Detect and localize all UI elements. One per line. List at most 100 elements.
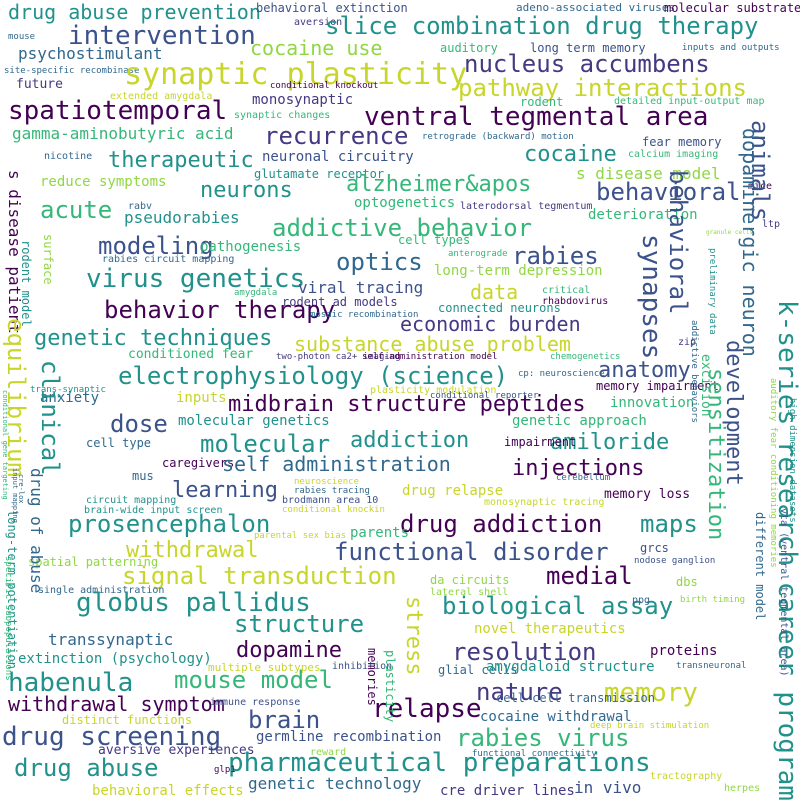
word: cre-lox [17, 474, 25, 504]
word: parents [350, 525, 410, 541]
word: conditional knockin [282, 505, 385, 515]
word: self administration [222, 452, 451, 476]
word: germline recombination [256, 729, 442, 745]
word: neuroscience [294, 477, 360, 487]
word: drug screening [2, 722, 222, 752]
word: lateral shell [430, 587, 509, 598]
word: specific subpopulations [3, 556, 13, 681]
word: glial cells [438, 663, 518, 677]
word: laterodorsal tegmentum [460, 201, 593, 212]
word: in vivo [574, 778, 642, 797]
word: genetic technology [248, 774, 422, 793]
word: surface [41, 234, 55, 285]
word: rodent ad models [282, 295, 398, 309]
word: reward [310, 747, 347, 758]
word: rodent model [19, 240, 33, 327]
word: dopaminergic neuron [738, 128, 762, 357]
word: behavioral extinction [256, 1, 408, 15]
word: birth timing [680, 595, 746, 605]
word: functional connectivity [472, 749, 597, 759]
word: rhabdovirus [542, 296, 609, 307]
word: drug abuse prevention [8, 0, 261, 24]
word: immune response [210, 697, 301, 708]
word: mice [748, 181, 773, 192]
word: conditional knockout [270, 81, 379, 91]
word: signal transduction [122, 562, 397, 590]
word: granule cells [706, 229, 753, 236]
word: prosencephalon [68, 510, 271, 538]
word: calcium imaging [628, 149, 719, 160]
word: structure [234, 610, 365, 638]
word: medial [546, 562, 633, 590]
word: deep brain stimulation [590, 721, 710, 731]
word: resolution [452, 638, 597, 666]
word: pathogenesis [200, 239, 302, 255]
word: tractography [650, 771, 723, 782]
word: caregivers [162, 456, 235, 470]
word: globus pallidus [76, 588, 311, 618]
word: genetic approach [512, 413, 647, 429]
word: site-specific recombinase [4, 66, 140, 76]
word: midbrain structure peptides [228, 392, 586, 417]
word: mus [132, 469, 154, 483]
word: glutamate receptor [254, 167, 385, 181]
word: trans-synaptic [30, 385, 106, 395]
word: pathway interactions [458, 74, 747, 102]
word: intervention [68, 21, 256, 51]
word: inhibition [332, 661, 393, 672]
word: stress [401, 596, 426, 676]
word: drug abuse [14, 754, 159, 782]
word: neurons [200, 178, 293, 203]
word: connected neurons [438, 301, 561, 315]
word: molecular genetics [178, 413, 330, 429]
word: nicotine [44, 151, 93, 162]
word: synaptic changes [234, 110, 331, 121]
word: behavior therapy [104, 296, 336, 324]
word: glp1 [214, 765, 236, 775]
word: transsynaptic [48, 630, 174, 649]
word: cre driver lines [440, 783, 575, 799]
word: rabies tracing [294, 486, 370, 496]
word: dopamine [236, 638, 342, 663]
word: nucleus accumbens [464, 50, 710, 78]
word: electrophysiology (science) [118, 362, 509, 390]
word: proteins [650, 643, 718, 659]
word: zip [678, 337, 697, 348]
word: rabv [128, 201, 153, 212]
word: brain [248, 706, 321, 734]
word: cell-cell transmission [496, 691, 655, 705]
word: excision [698, 354, 713, 417]
word: critical [542, 285, 591, 296]
word: alzheimer&apos [346, 172, 532, 197]
word: brain-wide input screen [84, 505, 223, 516]
word: two-photon ca2+ imaging [276, 352, 401, 362]
word: optogenetics [354, 195, 456, 211]
word: withdrawal symptom [8, 692, 225, 716]
word: memory impairment [596, 379, 719, 393]
word: withdrawal [126, 538, 259, 563]
word: dose [110, 410, 168, 438]
word: retrograde (backward) motion [422, 132, 574, 142]
word: relapse [372, 694, 482, 724]
word: addictive behavior [272, 214, 533, 242]
word: transneuronal [676, 661, 747, 671]
word: anxiety [40, 390, 100, 406]
word: grcs [640, 541, 669, 555]
word: pseudorabies [124, 208, 240, 227]
word: functional disorder [334, 538, 609, 566]
word: cocaine withdrawal [480, 709, 632, 725]
word: auditory fear conditioning memories [768, 378, 778, 568]
word: psychostimulant [18, 44, 163, 63]
word: synaptic plasticity [124, 57, 468, 92]
word: long-term depression [434, 263, 603, 279]
word: slice combination drug therapy [325, 12, 759, 40]
word: conditioned fear [128, 347, 254, 362]
word: deterioration [588, 207, 698, 223]
word: amygdala [234, 288, 278, 298]
word: anatomy [598, 358, 691, 383]
word: da circuits [430, 573, 510, 587]
word: drug addiction [400, 510, 603, 538]
word: vta (ventral tegmental area) [778, 508, 789, 677]
word: different model [753, 512, 767, 621]
